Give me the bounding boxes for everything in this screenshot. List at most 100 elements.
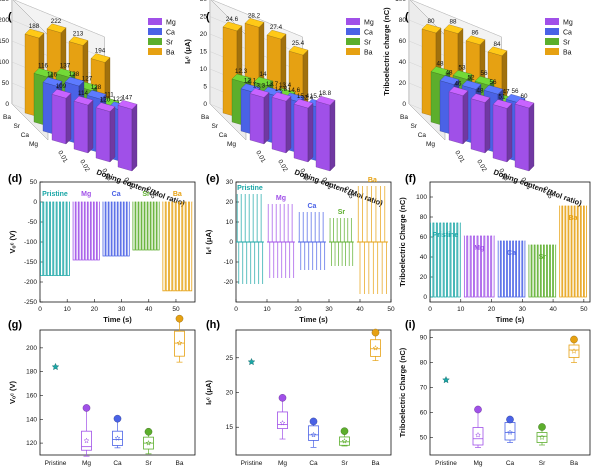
max-point bbox=[82, 404, 91, 412]
z-tick-label: 100 bbox=[0, 59, 9, 66]
legend-swatch bbox=[148, 48, 162, 55]
bar-value-label: 109 bbox=[56, 83, 67, 90]
bar-front bbox=[73, 100, 89, 154]
y-tick-label: 60 bbox=[420, 234, 428, 241]
y-tick-label: 70 bbox=[420, 385, 428, 392]
legend-label: Mg bbox=[364, 20, 374, 27]
bar-front bbox=[95, 107, 111, 163]
legend-label: Ca bbox=[364, 30, 373, 37]
series-label: Pristine bbox=[42, 191, 68, 198]
bar-value-label: 137 bbox=[60, 62, 71, 69]
legend-label: Ca bbox=[563, 30, 572, 37]
x-axis-label: Time (s) bbox=[103, 315, 132, 324]
x-tick-label: Ba bbox=[372, 460, 380, 467]
bar-value-label: 27.4 bbox=[270, 24, 283, 31]
y-tick-label: 15 bbox=[226, 424, 234, 431]
series-label: Ca bbox=[307, 203, 316, 210]
y-tick-label: 60 bbox=[420, 410, 428, 417]
bar-value-label: 88 bbox=[449, 19, 457, 26]
bar-value-label: 122 bbox=[113, 96, 124, 103]
bar-value-label: 84 bbox=[493, 41, 501, 48]
bar-value-label: 48 bbox=[445, 70, 453, 77]
y-tick-label: 0 bbox=[423, 294, 427, 301]
panel-label: (f) bbox=[405, 173, 416, 185]
y-tick-label: 20 bbox=[226, 199, 234, 206]
mean-marker bbox=[571, 348, 577, 354]
x-axis-label: Time (s) bbox=[496, 315, 525, 324]
depth-tick-label: Ba bbox=[400, 114, 408, 121]
max-point bbox=[113, 414, 122, 423]
figure-layer: (a)(b)(c)(d)(e)(f)(g)(h)(i)0501001502002… bbox=[0, 0, 591, 467]
bar-front bbox=[448, 91, 464, 145]
mean-marker bbox=[145, 439, 152, 446]
bar-front bbox=[271, 97, 287, 154]
depth-tick-label: Mg bbox=[426, 141, 435, 148]
bar-top bbox=[86, 90, 107, 100]
series-label: Pristine bbox=[433, 232, 459, 239]
y-tick-label: -50 bbox=[28, 219, 38, 226]
bar-value-label: 14.6 bbox=[288, 87, 301, 94]
bar-front bbox=[315, 101, 331, 172]
x-tick-label: 30 bbox=[118, 306, 126, 313]
series-label: Sr bbox=[338, 209, 346, 216]
bar-top bbox=[266, 29, 287, 40]
max-point bbox=[506, 415, 514, 424]
x-tick-label: 0 bbox=[38, 306, 42, 313]
y-tick-label: -20 bbox=[224, 279, 234, 286]
y-axis-label: Triboelectric Charge (nC) bbox=[398, 347, 407, 437]
bar-value-label: 188 bbox=[29, 23, 40, 30]
mean-marker bbox=[279, 419, 286, 426]
legend-swatch bbox=[545, 28, 559, 35]
bar-value-label: 51 bbox=[498, 93, 506, 100]
bar-top bbox=[249, 88, 270, 98]
plot-frame bbox=[429, 181, 591, 303]
depth-tick-label: Sr bbox=[14, 123, 21, 130]
legend-label: Mg bbox=[166, 20, 176, 27]
signal-trace bbox=[72, 201, 100, 261]
bar-top bbox=[293, 98, 314, 109]
bar-top bbox=[46, 23, 67, 33]
bar-top bbox=[452, 70, 473, 80]
box bbox=[339, 436, 350, 446]
depth-tick-label: Sr bbox=[212, 123, 219, 130]
z-tick-label: 80 bbox=[399, 17, 407, 24]
series-label: Ba bbox=[173, 191, 182, 198]
bar-value-label: 48 bbox=[476, 88, 484, 95]
bar-value-label: 15.4 bbox=[297, 93, 310, 100]
legend-label: Sr bbox=[166, 40, 174, 47]
z-tick-label: 0 bbox=[5, 101, 9, 108]
bar-top bbox=[461, 80, 482, 90]
legend-swatch bbox=[346, 28, 360, 35]
x-tick-label: 50 bbox=[580, 306, 588, 313]
x-tick-label: 40 bbox=[145, 306, 153, 313]
depth-tick-label: Ca bbox=[219, 132, 228, 139]
y-tick-label: 0 bbox=[229, 239, 233, 246]
z-tick-label: 50 bbox=[2, 80, 10, 87]
bar-value-label: 52 bbox=[467, 74, 475, 81]
x-tick-label: Pristine bbox=[435, 460, 457, 467]
bar-value-label: 12.3 bbox=[235, 68, 248, 75]
max-point bbox=[144, 427, 153, 436]
signal-trace bbox=[102, 201, 130, 257]
y-tick-label: -150 bbox=[24, 259, 37, 266]
bar-value-label: 15.4 bbox=[310, 93, 323, 100]
bar-value-label: 13.3 bbox=[253, 82, 266, 89]
mean-marker bbox=[83, 437, 90, 444]
depth-tick-label: Ba bbox=[201, 114, 209, 121]
bar-top bbox=[487, 46, 508, 56]
bar-front bbox=[470, 98, 486, 154]
chart-box: 15 20 25 Pristine Mg Ca Sr Ba Iₛᶜ (μA) bbox=[204, 328, 392, 467]
y-tick-label: 200 bbox=[26, 345, 37, 352]
legend-label: Sr bbox=[563, 40, 571, 47]
mean-marker bbox=[176, 339, 183, 346]
x-tick-label: 20 bbox=[488, 306, 496, 313]
bar-top bbox=[51, 89, 72, 99]
bar-top bbox=[448, 86, 469, 96]
mean-marker bbox=[539, 434, 545, 441]
z-tick-label: 20 bbox=[200, 31, 208, 38]
mean-marker bbox=[114, 435, 121, 441]
bar-value-label: 120 bbox=[100, 97, 111, 104]
chart-square-wave: 0 10 20 30 40 50 50 0 -50 -100 -150 -200 -250 Time (s… bbox=[8, 179, 196, 324]
bar-value-label: 18.8 bbox=[319, 90, 332, 97]
